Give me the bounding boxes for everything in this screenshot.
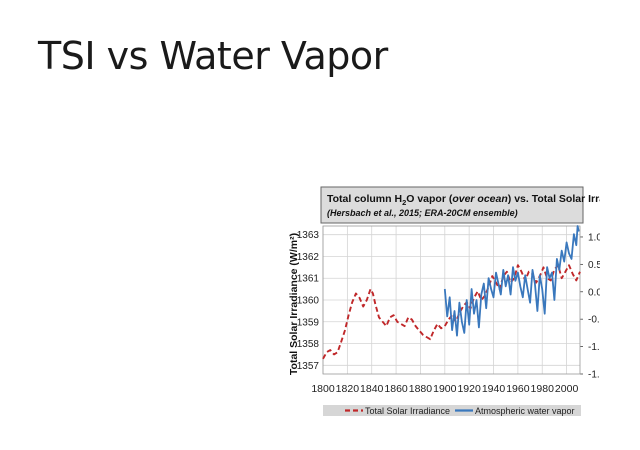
- y-right-tick-label: -1.0: [588, 342, 600, 353]
- x-tick-label: 1880: [409, 383, 433, 395]
- chart-title-subscript: 2: [402, 198, 406, 207]
- series-line-water-vapor: [443, 225, 580, 337]
- x-tick-label: 1840: [360, 383, 384, 395]
- chart-title-part-post: ) vs. Total Solar Irradiance: [508, 193, 600, 205]
- legend-box: [323, 405, 581, 416]
- y-left-tick-label: 1363: [297, 230, 320, 241]
- x-tick-label: 1920: [457, 383, 481, 395]
- chart-title-part-mid: O vapor (: [406, 193, 453, 205]
- y-axis-left-label: Total Solar Irradiance (W/m²): [288, 233, 300, 375]
- chart-title-line2: (Hersbach et al., 2015; ERA-20CM ensembl…: [327, 208, 518, 218]
- y-left-tick-label: 1362: [297, 252, 320, 263]
- x-tick-label: 1800: [311, 383, 335, 395]
- chart-background: [283, 186, 600, 416]
- chart-title-part-pre: Total column H: [327, 193, 402, 205]
- y-left-tick-label: 1359: [297, 317, 320, 328]
- x-tick-label: 1900: [433, 383, 457, 395]
- x-tick-label: 1820: [336, 383, 360, 395]
- chart-container: Total column H2O vapor (over ocean) vs. …: [283, 186, 600, 416]
- tsi-water-vapor-chart: Total column H2O vapor (over ocean) vs. …: [283, 186, 600, 416]
- y-left-tick-label: 1360: [297, 296, 320, 307]
- y-left-tick-label: 1357: [297, 361, 320, 372]
- y-right-tick-label: 0.5: [588, 260, 600, 271]
- slide-title: TSI vs Water Vapor: [38, 34, 388, 78]
- y-right-tick-label: -0.5: [588, 315, 600, 326]
- y-right-tick-label: 1.0: [588, 232, 600, 243]
- x-tick-label: 1980: [531, 383, 555, 395]
- y-right-tick-label: -1.5: [588, 370, 600, 381]
- legend-label-water-vapor: Atmospheric water vapor: [475, 406, 575, 416]
- y-left-tick-label: 1358: [297, 339, 320, 350]
- chart-title-part-italic: over ocean: [452, 193, 507, 205]
- y-left-tick-label: 1361: [297, 274, 320, 285]
- x-tick-label: 2000: [555, 383, 579, 395]
- x-tick-label: 1960: [506, 383, 530, 395]
- y-right-tick-label: 0.0: [588, 287, 600, 298]
- chart-title-line1: Total column H2O vapor (over ocean) vs. …: [327, 193, 600, 207]
- x-tick-label: 1860: [384, 383, 408, 395]
- plot-area-frame: [322, 225, 581, 375]
- legend-label-tsi: Total Solar Irradiance: [365, 406, 450, 416]
- x-tick-label: 1940: [482, 383, 506, 395]
- chart-title-box: [320, 186, 584, 224]
